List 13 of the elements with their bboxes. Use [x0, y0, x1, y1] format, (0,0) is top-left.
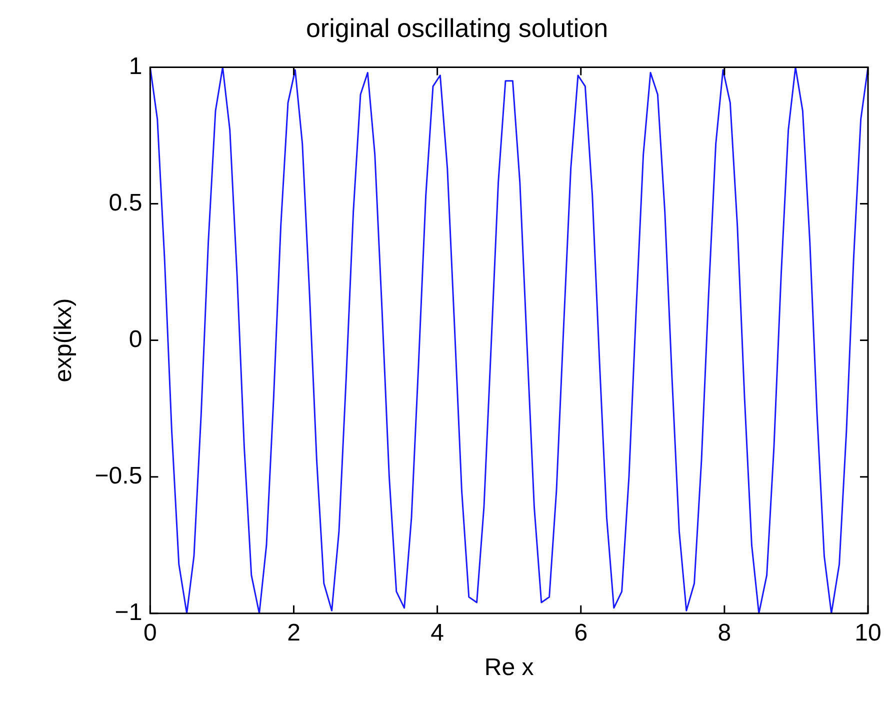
x-tick-label: 10 [854, 619, 882, 646]
y-tick-label: 0.5 [108, 189, 142, 216]
x-axis-title: Re x [484, 654, 534, 682]
x-tick-label: 4 [430, 619, 444, 646]
x-tick-label: 8 [718, 619, 732, 646]
x-tick-label: 2 [287, 619, 300, 646]
y-tick-label: −0.5 [94, 462, 142, 490]
y-tick-label: 1 [128, 52, 142, 80]
x-tick-label: 6 [574, 619, 588, 646]
y-tick-label: −1 [114, 599, 142, 626]
y-axis-title: exp(ikx) [50, 298, 78, 382]
y-tick-label: 0 [128, 326, 142, 353]
chart-title: original oscillating solution [306, 12, 608, 43]
